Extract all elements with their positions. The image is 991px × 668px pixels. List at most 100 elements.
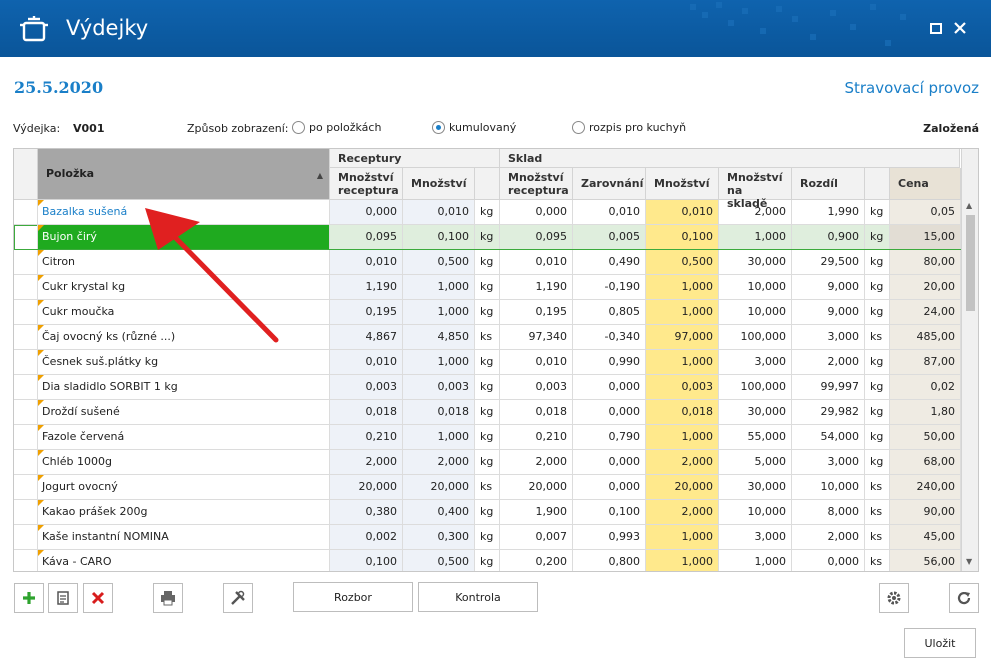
table-row[interactable]: Fazole červená 0,210 1,000 kg 0,210 0,790 1,00… [14, 425, 961, 450]
table-row[interactable]: Bujon čirý 0,095 0,100 kg 0,095 0,005 0,100 1,0… [14, 225, 961, 250]
cell-sqty: 1,000 [646, 425, 719, 449]
add-button[interactable] [14, 583, 44, 613]
column-header-sklad-rec[interactable]: Množství receptura [500, 168, 573, 200]
scroll-up-icon[interactable]: ▲ [966, 201, 973, 210]
tools-button[interactable] [223, 583, 253, 613]
close-icon[interactable] [953, 21, 967, 35]
table-row[interactable]: Citron 0,010 0,500 kg 0,010 0,490 0,500 30,000 2… [14, 250, 961, 275]
cell-name[interactable]: Jogurt ovocný [38, 475, 330, 499]
row-selector[interactable] [14, 275, 38, 299]
cell-name[interactable]: Fazole červená [38, 425, 330, 449]
table-row[interactable]: Kakao prášek 200g 0,380 0,400 kg 1,900 0,100 2… [14, 500, 961, 525]
table-row[interactable]: Čaj ovocný ks (různé ...) 4,867 4,850 ks 97,… [14, 325, 961, 350]
cell-name[interactable]: Chléb 1000g [38, 450, 330, 474]
cell-diff: 99,997 [792, 375, 865, 399]
cell-qty: 0,500 [403, 250, 475, 274]
cell-diff: 0,900 [792, 225, 865, 249]
cell-unit2: ks [865, 550, 890, 571]
radio-circle-selected[interactable] [432, 121, 445, 134]
table-row[interactable]: Bazalka sušená 0,000 0,010 kg 0,000 0,010 0,01… [14, 200, 961, 225]
cell-name[interactable]: Kaše instantní NOMINA [38, 525, 330, 549]
cell-sqty: 1,000 [646, 275, 719, 299]
row-selector[interactable] [14, 250, 38, 274]
row-selector[interactable] [14, 375, 38, 399]
scroll-thumb[interactable] [966, 215, 975, 311]
maximize-icon[interactable] [929, 21, 943, 35]
cell-sqty: 2,000 [646, 450, 719, 474]
refresh-button[interactable] [949, 583, 979, 613]
vertical-scrollbar[interactable]: ▲ ▼ [961, 149, 978, 571]
radio-rozpis-pro-kuchyn[interactable]: rozpis pro kuchyň [572, 121, 686, 134]
column-header-price[interactable]: Cena [890, 168, 961, 200]
cell-qty: 0,003 [403, 375, 475, 399]
cell-name[interactable]: Kakao prášek 200g [38, 500, 330, 524]
row-selector[interactable] [14, 550, 38, 571]
cell-name[interactable]: Česnek suš.plátky kg [38, 350, 330, 374]
radio-circle[interactable] [292, 121, 305, 134]
row-selector[interactable] [14, 450, 38, 474]
row-selector[interactable] [14, 225, 38, 249]
row-selector[interactable] [14, 400, 38, 424]
cell-sqty: 0,018 [646, 400, 719, 424]
column-header-round[interactable]: Zarovnání [573, 168, 646, 200]
cell-sqty: 0,100 [646, 225, 719, 249]
row-selector[interactable] [14, 200, 38, 224]
cell-name[interactable]: Citron [38, 250, 330, 274]
radio-po-polozkach[interactable]: po položkách [292, 121, 381, 134]
column-header-diff[interactable]: Rozdíl [792, 168, 865, 200]
cell-name[interactable]: Dia sladidlo SORBIT 1 kg [38, 375, 330, 399]
column-header-polozka[interactable]: Položka ▲ [38, 149, 330, 200]
radio-kumulovany[interactable]: kumulovaný [432, 121, 516, 134]
column-header-rec-qty[interactable]: Množství receptura [330, 168, 403, 200]
cell-stock: 30,000 [719, 250, 792, 274]
item-name: Cukr krystal kg [42, 280, 126, 293]
table-row[interactable]: Česnek suš.plátky kg 0,010 1,000 kg 0,010 0,9… [14, 350, 961, 375]
cell-srec: 97,340 [500, 325, 573, 349]
table-row[interactable]: Kaše instantní NOMINA 0,002 0,300 kg 0,007 0,… [14, 525, 961, 550]
row-selector[interactable] [14, 425, 38, 449]
table-row[interactable]: Droždí sušené 0,018 0,018 kg 0,018 0,000 0,018… [14, 400, 961, 425]
cell-srec: 1,190 [500, 275, 573, 299]
data-grid: Položka ▲ Receptury Sklad Množství recep… [13, 148, 979, 572]
row-selector[interactable] [14, 475, 38, 499]
table-row[interactable]: Dia sladidlo SORBIT 1 kg 0,003 0,003 kg 0,00… [14, 375, 961, 400]
delete-button[interactable] [83, 583, 113, 613]
table-row[interactable]: Chléb 1000g 2,000 2,000 kg 2,000 0,000 2,000 5,… [14, 450, 961, 475]
cell-unit2: kg [865, 250, 890, 274]
cell-stock: 30,000 [719, 475, 792, 499]
cell-name[interactable]: Čaj ovocný ks (různé ...) [38, 325, 330, 349]
cell-name[interactable]: Cukr moučka [38, 300, 330, 324]
department-link[interactable]: Stravovací provoz [844, 79, 979, 97]
save-button[interactable]: Uložit [904, 628, 976, 658]
column-header-sklad-qty[interactable]: Množství [646, 168, 719, 200]
settings-button[interactable] [879, 583, 909, 613]
print-button[interactable] [153, 583, 183, 613]
row-selector[interactable] [14, 350, 38, 374]
column-header-qty[interactable]: Množství [403, 168, 475, 200]
cell-unit2: ks [865, 500, 890, 524]
table-row[interactable]: Cukr krystal kg 1,190 1,000 kg 1,190 -0,190 1,… [14, 275, 961, 300]
row-selector[interactable] [14, 525, 38, 549]
row-selector[interactable] [14, 325, 38, 349]
cell-name[interactable]: Bujon čirý [38, 225, 330, 249]
cell-name[interactable]: Cukr krystal kg [38, 275, 330, 299]
item-name: Bujon čirý [42, 230, 97, 243]
scroll-down-icon[interactable]: ▼ [966, 557, 973, 566]
cell-name[interactable]: Káva - CARO [38, 550, 330, 571]
table-row[interactable]: Jogurt ovocný 20,000 20,000 ks 20,000 0,000 20… [14, 475, 961, 500]
display-mode-label: Způsob zobrazení: [187, 122, 289, 135]
cell-name[interactable]: Bazalka sušená [38, 200, 330, 224]
vydejka-label: Výdejka: [13, 122, 61, 135]
rozbor-button[interactable]: Rozbor [293, 582, 413, 612]
cell-name[interactable]: Droždí sušené [38, 400, 330, 424]
item-name: Kaše instantní NOMINA [42, 530, 169, 543]
row-selector[interactable] [14, 300, 38, 324]
cell-unit: kg [475, 450, 500, 474]
radio-circle[interactable] [572, 121, 585, 134]
table-row[interactable]: Cukr moučka 0,195 1,000 kg 0,195 0,805 1,000 10… [14, 300, 961, 325]
kontrola-button[interactable]: Kontrola [418, 582, 538, 612]
row-selector[interactable] [14, 500, 38, 524]
table-row[interactable]: Káva - CARO 0,100 0,500 kg 0,200 0,800 1,000 1,… [14, 550, 961, 571]
column-header-stock[interactable]: Množství na skladě [719, 168, 792, 210]
edit-button[interactable] [48, 583, 78, 613]
